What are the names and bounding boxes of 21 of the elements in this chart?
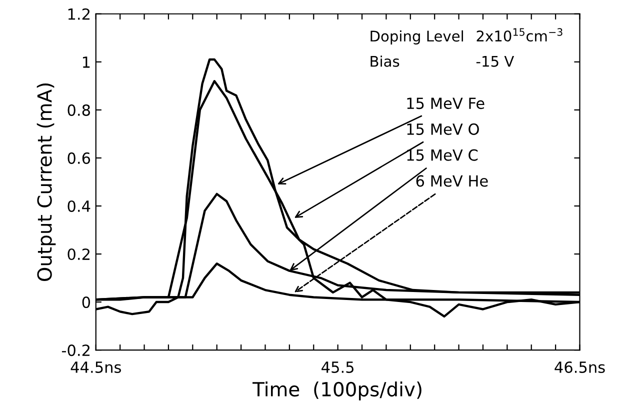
x-tick-label: 45.5 [322, 362, 354, 373]
x-tick-label: 44.5ns [70, 362, 121, 373]
y-tick-label: 0 [82, 296, 90, 308]
y-tick-label: 0.4 [68, 200, 90, 212]
y-tick-label: 0.6 [68, 152, 90, 164]
annotation: 6 MeV He [416, 175, 488, 187]
annotation: Doping Level [370, 30, 463, 44]
annotation: 15 MeV Fe [407, 98, 484, 110]
annotation: Bias [370, 56, 400, 67]
y-tick-label: -0.2 [62, 344, 90, 356]
y-tick-label: 1 [82, 56, 90, 68]
x-tick-label: 46.5ns [554, 361, 605, 373]
annotation: 2x10$^{15}$cm$^{−3}$ [476, 28, 562, 42]
y-tick-label: 1.2 [68, 8, 90, 20]
y-axis-title: Output Current (mA) [36, 83, 56, 282]
annotation: 15 MeV C [407, 149, 478, 161]
x-axis-title: Time (100ps/div) [252, 382, 422, 400]
annotation: 15 MeV O [407, 123, 479, 135]
y-tick-label: 0.8 [68, 104, 90, 116]
y-tick-label: 0.2 [68, 248, 90, 260]
annotation: -15 V [476, 56, 514, 67]
